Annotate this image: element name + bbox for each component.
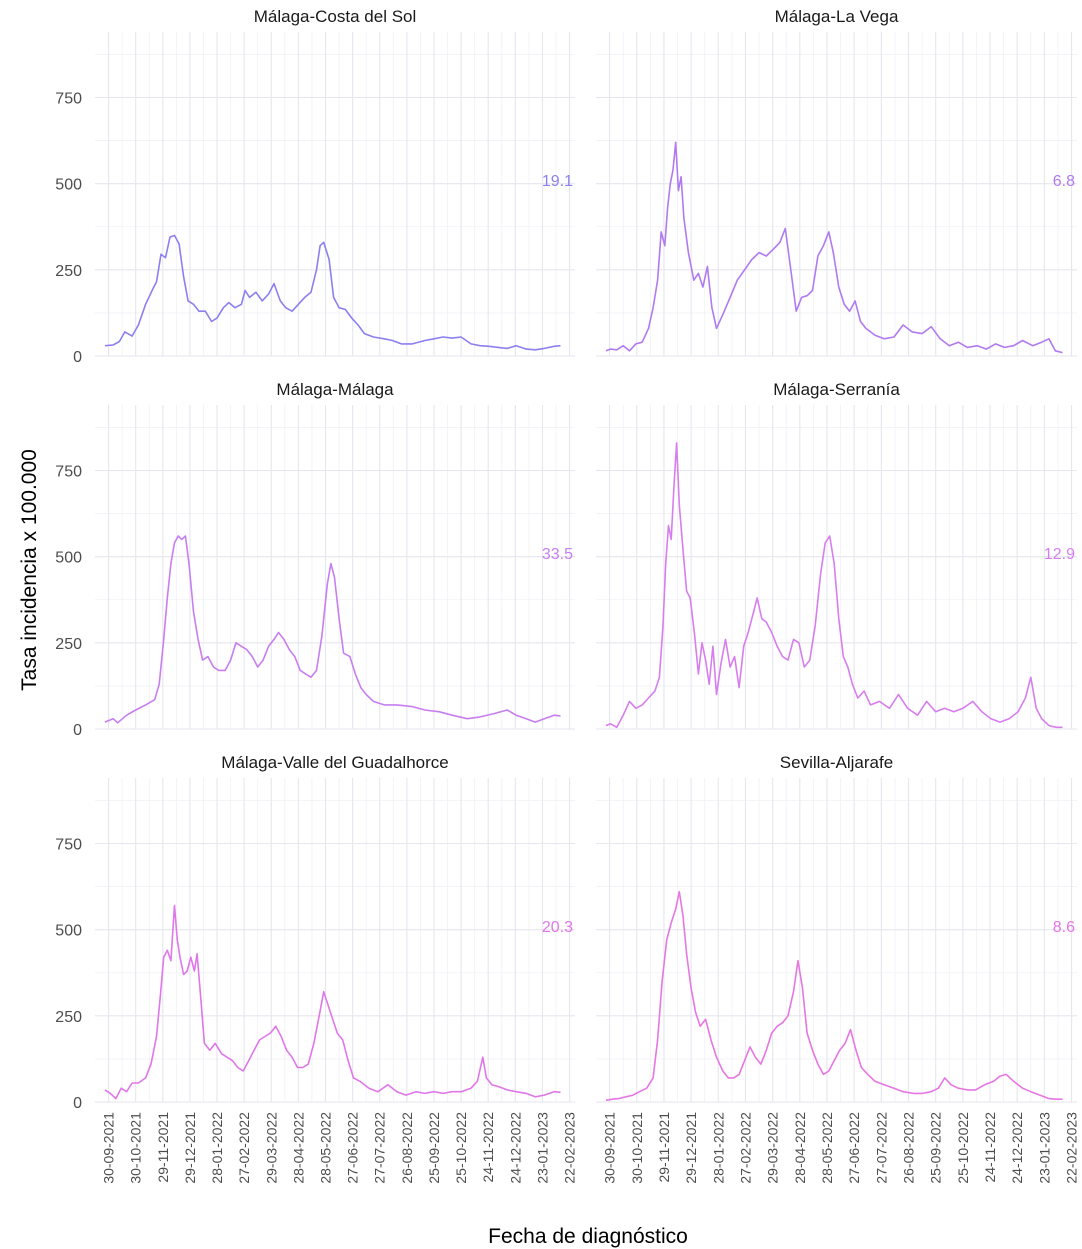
panel-title: Málaga-La Vega	[775, 7, 899, 26]
x-tick-label: 29-12-2021	[683, 1112, 699, 1184]
x-tick-label: 29-03-2022	[263, 1112, 279, 1184]
panel-title: Málaga-Serranía	[773, 380, 900, 399]
panel-title: Málaga-Valle del Guadalhorce	[221, 753, 448, 772]
panel-value-label: 8.6	[1053, 919, 1075, 936]
x-tick-label: 28-05-2022	[819, 1112, 835, 1184]
x-tick-label: 22-02-2023	[562, 1112, 578, 1184]
x-tick-label: 27-02-2022	[236, 1112, 252, 1184]
panel-title: Málaga-Costa del Sol	[254, 7, 417, 26]
y-tick-label: 250	[55, 1009, 82, 1026]
x-tick-label: 27-07-2022	[372, 1112, 388, 1184]
x-tick-label: 30-09-2021	[602, 1112, 618, 1184]
y-tick-label: 0	[73, 722, 82, 739]
y-tick-label: 500	[55, 550, 82, 567]
y-tick-label: 750	[55, 463, 82, 480]
panel-title: Sevilla-Aljarafe	[780, 753, 893, 772]
y-tick-label: 500	[55, 923, 82, 940]
y-tick-label: 750	[55, 836, 82, 853]
x-tick-label: 22-02-2023	[1064, 1112, 1080, 1184]
x-tick-label: 25-10-2022	[453, 1112, 469, 1184]
x-tick-label: 27-06-2022	[846, 1112, 862, 1184]
panel-value-label: 33.5	[542, 546, 573, 563]
y-tick-label: 750	[55, 90, 82, 107]
x-tick-label: 28-01-2022	[710, 1112, 726, 1184]
series-line	[605, 442, 1063, 729]
y-tick-label: 250	[55, 636, 82, 653]
y-tick-labels: 0 250 500 750 0 250 500 750 0 250 500 750	[55, 90, 82, 1112]
x-tick-label: 29-11-2021	[656, 1112, 672, 1183]
x-tick-labels: 30-09-2021 30-10-2021 29-11-2021 29-12-2021…	[101, 1112, 1080, 1184]
series-line	[605, 141, 1063, 354]
x-tick-label: 28-04-2022	[792, 1112, 808, 1184]
series-line	[104, 535, 561, 724]
x-tick-label: 24-12-2022	[1009, 1112, 1025, 1184]
x-tick-label: 23-01-2023	[535, 1112, 551, 1184]
x-tick-label: 25-09-2022	[426, 1112, 442, 1184]
marks-layer: Málaga-Costa del Sol 19.1 Málaga-La Vega 6.…	[104, 7, 1075, 1102]
x-tick-label: 28-05-2022	[318, 1112, 334, 1184]
y-tick-label: 0	[73, 1095, 82, 1112]
x-tick-label: 27-02-2022	[738, 1112, 754, 1184]
x-tick-label: 23-01-2023	[1036, 1112, 1052, 1184]
panel-title: Málaga-Málaga	[276, 380, 394, 399]
panel-value-label: 20.3	[542, 919, 573, 936]
y-tick-label: 0	[73, 349, 82, 366]
x-tick-label: 30-10-2021	[128, 1112, 144, 1184]
series-line	[104, 234, 561, 351]
x-tick-label: 24-11-2022	[982, 1112, 998, 1183]
x-tick-label: 25-09-2022	[928, 1112, 944, 1184]
y-tick-label: 500	[55, 177, 82, 194]
series-line	[605, 890, 1063, 1102]
x-tick-label: 29-11-2021	[155, 1112, 171, 1183]
panel-value-label: 12.9	[1044, 546, 1075, 563]
x-tick-label: 30-10-2021	[629, 1112, 645, 1184]
grid-layer	[95, 32, 1077, 1103]
x-tick-label: 27-07-2022	[873, 1112, 889, 1184]
y-axis-title: Tasa incidencia x 100.000	[18, 449, 41, 691]
series-line	[104, 904, 561, 1100]
x-tick-label: 28-04-2022	[290, 1112, 306, 1184]
x-tick-label: 30-09-2021	[101, 1112, 117, 1184]
x-tick-label: 24-12-2022	[507, 1112, 523, 1184]
x-tick-label: 26-08-2022	[901, 1112, 917, 1184]
x-tick-label: 25-10-2022	[955, 1112, 971, 1184]
x-tick-label: 29-03-2022	[765, 1112, 781, 1184]
x-tick-label: 27-06-2022	[345, 1112, 361, 1184]
x-tick-label: 28-01-2022	[209, 1112, 225, 1184]
x-tick-label: 29-12-2021	[182, 1112, 198, 1184]
x-tick-label: 24-11-2022	[480, 1112, 496, 1183]
x-axis-title: Fecha de diagnóstico	[488, 1225, 688, 1248]
x-tick-label: 26-08-2022	[399, 1112, 415, 1184]
panel-value-label: 19.1	[542, 173, 573, 190]
y-tick-label: 250	[55, 263, 82, 280]
panel-value-label: 6.8	[1053, 173, 1075, 190]
